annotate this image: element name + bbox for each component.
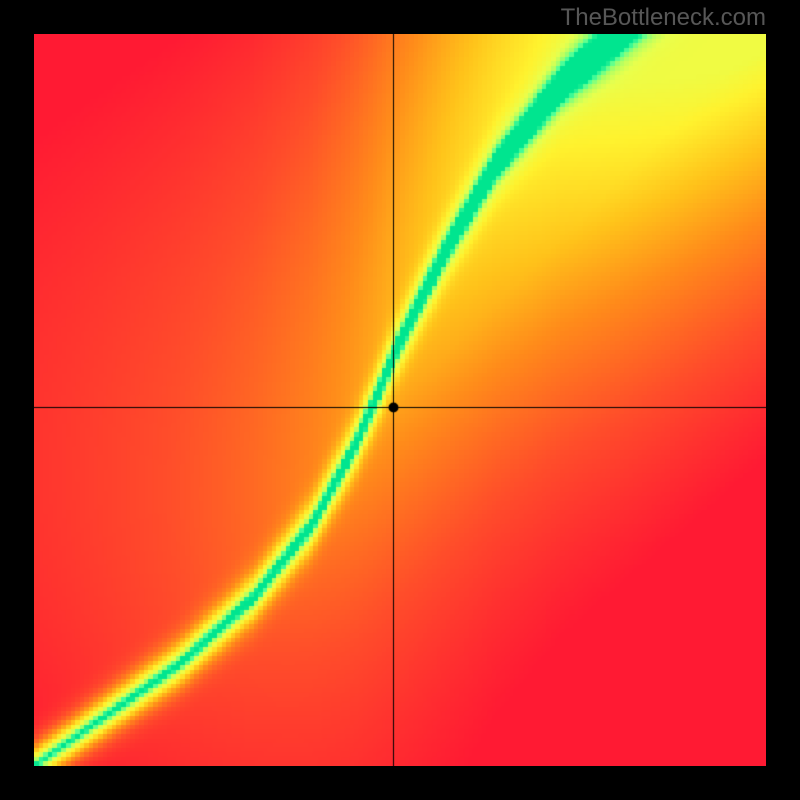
chart-container: TheBottleneck.com: [0, 0, 800, 800]
bottleneck-heatmap: [34, 34, 766, 766]
watermark-text: TheBottleneck.com: [561, 4, 766, 32]
